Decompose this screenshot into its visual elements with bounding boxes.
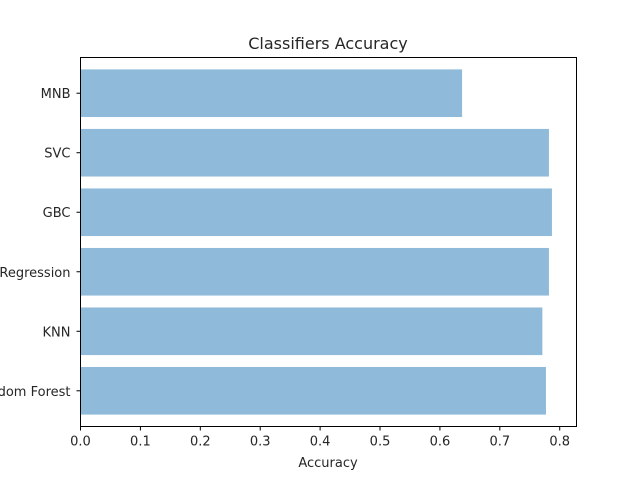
y-tick-label: MNB	[41, 87, 71, 102]
bars-group	[80, 69, 552, 415]
x-axis-title: Accuracy	[298, 456, 358, 471]
x-tick-label: 0.4	[310, 435, 331, 450]
bar-mnb	[80, 69, 463, 118]
bar-svc	[80, 128, 549, 177]
x-tick-label: 0.7	[489, 435, 510, 450]
y-tick-label: Random Forest	[0, 385, 71, 400]
bar-random-forest	[80, 366, 546, 415]
x-tick-label: 0.6	[430, 435, 451, 450]
y-axis: MNB SVC GBC Logistic Regression KNN Random Fo…	[0, 87, 81, 400]
y-tick-label: GBC	[43, 206, 71, 221]
x-tick-label: 0.3	[250, 435, 271, 450]
plot-frame	[80, 57, 577, 427]
x-tick-label: 0.1	[130, 435, 151, 450]
y-tick-label: SVC	[44, 147, 70, 162]
x-tick-label: 0.8	[549, 435, 570, 450]
chart-title: Classifiers Accuracy	[248, 34, 408, 53]
bar-gbc	[80, 188, 552, 237]
bar-logistic-regression	[80, 247, 549, 296]
x-tick-label: 0.5	[370, 435, 391, 450]
y-tick-label: Logistic Regression	[0, 266, 71, 281]
x-axis: 0.0 0.1 0.2 0.3 0.4 0.5 0.6 0.7 0.8	[70, 426, 570, 450]
y-tick-label: KNN	[43, 325, 71, 340]
x-tick-label: 0.0	[70, 435, 91, 450]
bar-knn	[80, 307, 543, 356]
x-tick-label: 0.2	[190, 435, 211, 450]
